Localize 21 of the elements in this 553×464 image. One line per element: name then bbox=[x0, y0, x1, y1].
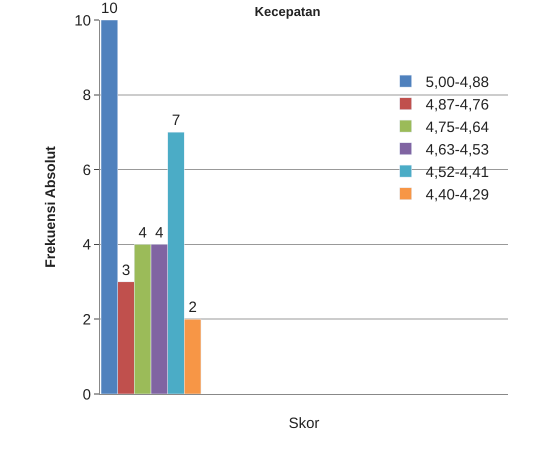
legend-label: 4,40-4,29 bbox=[426, 186, 489, 204]
legend-label: 5,00-4,88 bbox=[426, 74, 489, 91]
y-tick-label: 6 bbox=[82, 162, 91, 179]
legend-label: 4,75-4,64 bbox=[426, 118, 489, 136]
data-label: 4 bbox=[155, 224, 164, 242]
chart-title: Kecepatan bbox=[254, 4, 320, 20]
x-axis-title: Skor bbox=[288, 414, 320, 432]
data-label: 10 bbox=[101, 0, 118, 18]
legend-label: 4,87-4,76 bbox=[426, 96, 489, 114]
data-label: 2 bbox=[188, 299, 197, 316]
data-label: 3 bbox=[122, 262, 130, 279]
y-axis-title: Frekuensi Absolut bbox=[42, 146, 58, 268]
y-tick-label: 10 bbox=[74, 12, 91, 30]
y-tick-label: 8 bbox=[82, 87, 91, 104]
y-tick-label: 0 bbox=[82, 386, 91, 404]
y-tick-label: 2 bbox=[82, 311, 91, 328]
legend-label: 4,63-4,53 bbox=[426, 141, 489, 158]
data-label: 7 bbox=[172, 112, 180, 130]
data-label: 4 bbox=[138, 224, 147, 242]
y-tick-label: 4 bbox=[82, 236, 91, 254]
legend-label: 4,52-4,41 bbox=[426, 164, 489, 181]
